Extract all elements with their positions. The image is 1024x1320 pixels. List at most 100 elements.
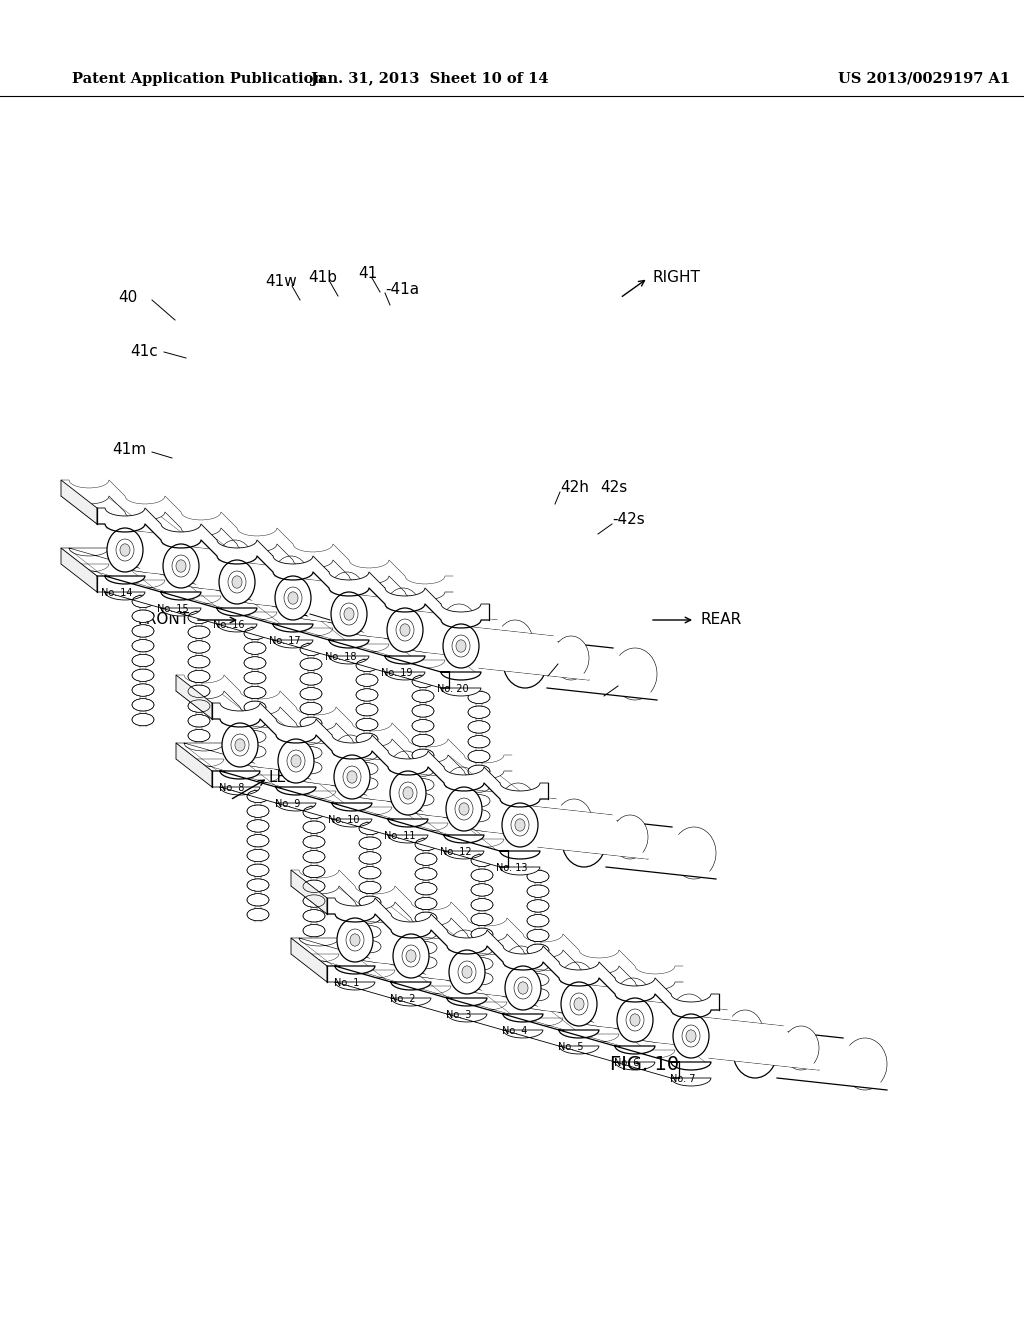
- Ellipse shape: [412, 719, 434, 731]
- Ellipse shape: [412, 779, 434, 791]
- Text: 43s: 43s: [600, 652, 628, 668]
- Ellipse shape: [399, 781, 417, 804]
- Ellipse shape: [350, 933, 360, 946]
- Ellipse shape: [303, 866, 325, 878]
- Ellipse shape: [217, 540, 253, 583]
- Ellipse shape: [300, 673, 322, 685]
- Ellipse shape: [527, 870, 549, 883]
- Ellipse shape: [518, 982, 528, 994]
- Text: No. 12: No. 12: [440, 847, 472, 857]
- Ellipse shape: [247, 849, 269, 862]
- Ellipse shape: [511, 814, 529, 836]
- Text: No. 16: No. 16: [213, 620, 245, 630]
- Ellipse shape: [471, 869, 493, 882]
- Ellipse shape: [132, 698, 154, 711]
- Polygon shape: [331, 591, 477, 648]
- Ellipse shape: [630, 1014, 640, 1026]
- Ellipse shape: [415, 912, 437, 924]
- Ellipse shape: [359, 866, 381, 879]
- Ellipse shape: [468, 706, 490, 718]
- Ellipse shape: [132, 655, 154, 667]
- Ellipse shape: [359, 851, 381, 865]
- Ellipse shape: [527, 915, 549, 927]
- Ellipse shape: [247, 791, 269, 803]
- Ellipse shape: [396, 619, 414, 642]
- Ellipse shape: [403, 787, 413, 799]
- Ellipse shape: [385, 587, 421, 632]
- Ellipse shape: [247, 865, 269, 876]
- Ellipse shape: [458, 961, 476, 983]
- Ellipse shape: [471, 942, 493, 956]
- Ellipse shape: [228, 572, 246, 593]
- Ellipse shape: [247, 805, 269, 817]
- Ellipse shape: [247, 894, 269, 906]
- Ellipse shape: [347, 771, 357, 783]
- Ellipse shape: [340, 603, 358, 624]
- Polygon shape: [291, 870, 327, 913]
- Ellipse shape: [497, 620, 534, 664]
- Ellipse shape: [132, 669, 154, 681]
- Ellipse shape: [273, 556, 309, 601]
- Ellipse shape: [527, 944, 549, 957]
- Polygon shape: [617, 998, 763, 1053]
- Ellipse shape: [222, 723, 258, 767]
- Polygon shape: [97, 576, 481, 696]
- Ellipse shape: [132, 610, 154, 622]
- Ellipse shape: [412, 793, 434, 805]
- Text: FIG. 10: FIG. 10: [610, 1056, 679, 1074]
- Ellipse shape: [673, 1014, 709, 1059]
- Text: No. 6: No. 6: [614, 1059, 640, 1068]
- Polygon shape: [502, 803, 648, 859]
- Ellipse shape: [468, 692, 490, 704]
- Text: No. 7: No. 7: [671, 1074, 695, 1084]
- Ellipse shape: [459, 803, 469, 816]
- Ellipse shape: [471, 913, 493, 925]
- Ellipse shape: [332, 735, 368, 779]
- Ellipse shape: [406, 950, 416, 962]
- Ellipse shape: [570, 993, 588, 1015]
- Ellipse shape: [247, 820, 269, 832]
- Ellipse shape: [783, 1026, 819, 1071]
- Ellipse shape: [300, 731, 322, 744]
- Text: 41c: 41c: [130, 345, 158, 359]
- Ellipse shape: [615, 978, 651, 1022]
- Ellipse shape: [359, 882, 381, 894]
- Text: No. 4: No. 4: [503, 1026, 527, 1036]
- Text: 41m: 41m: [112, 442, 146, 458]
- Ellipse shape: [359, 822, 381, 834]
- Polygon shape: [97, 508, 489, 628]
- Ellipse shape: [456, 640, 466, 652]
- Ellipse shape: [275, 576, 311, 620]
- Text: 43h: 43h: [558, 652, 587, 668]
- Ellipse shape: [468, 766, 490, 777]
- Ellipse shape: [188, 611, 210, 623]
- Ellipse shape: [232, 576, 242, 589]
- Polygon shape: [443, 624, 589, 680]
- Ellipse shape: [471, 854, 493, 867]
- Ellipse shape: [468, 721, 490, 733]
- Ellipse shape: [244, 701, 266, 714]
- Ellipse shape: [400, 624, 410, 636]
- Ellipse shape: [284, 587, 302, 609]
- Ellipse shape: [626, 1008, 644, 1031]
- Ellipse shape: [116, 539, 134, 561]
- Text: No. 15: No. 15: [158, 605, 188, 614]
- Polygon shape: [387, 609, 534, 664]
- Ellipse shape: [561, 982, 597, 1026]
- Polygon shape: [219, 560, 365, 616]
- Text: No. 18: No. 18: [326, 652, 356, 663]
- Ellipse shape: [359, 837, 381, 849]
- Text: No. 2: No. 2: [390, 994, 416, 1005]
- Polygon shape: [327, 898, 719, 1018]
- Ellipse shape: [163, 544, 199, 587]
- Text: No. 3: No. 3: [446, 1010, 472, 1020]
- Polygon shape: [106, 528, 253, 583]
- Ellipse shape: [244, 686, 266, 698]
- Ellipse shape: [415, 898, 437, 909]
- Ellipse shape: [359, 911, 381, 923]
- Text: No. 14: No. 14: [101, 587, 133, 598]
- Ellipse shape: [343, 766, 361, 788]
- Ellipse shape: [503, 946, 539, 990]
- Text: RIGHT: RIGHT: [652, 271, 699, 285]
- Ellipse shape: [471, 928, 493, 940]
